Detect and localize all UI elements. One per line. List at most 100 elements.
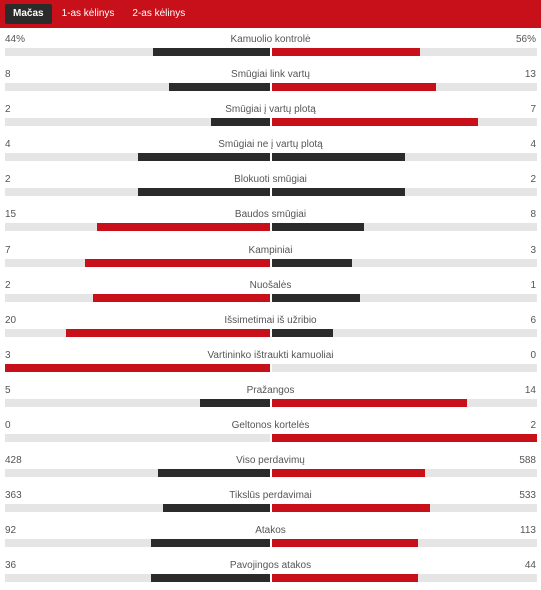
home-value: 363 (5, 490, 22, 502)
home-value: 44% (5, 34, 26, 45)
stat-name: Blokuoti smūgiai (234, 174, 307, 186)
home-bar-track (5, 504, 270, 513)
home-value: 36 (5, 560, 17, 572)
away-bar-track (272, 223, 537, 232)
stat-values: 92 Atakos 113 (0, 524, 541, 538)
stat-values: 2 Nuošalės 1 (0, 279, 541, 293)
away-value: 588 (519, 455, 536, 467)
stat-name: Atakos (255, 525, 286, 537)
stat-row: 4 Smūgiai ne į vartų plotą 4 (0, 133, 541, 168)
stat-values: 36 Pavojingos atakos 44 (0, 559, 541, 573)
home-bar-track (5, 83, 270, 92)
away-bar-fill (272, 469, 426, 478)
stat-values: 5 Pražangos 14 (0, 384, 541, 398)
home-value: 2 (5, 279, 11, 291)
away-bar-fill (272, 223, 365, 232)
away-value: 13 (524, 69, 536, 81)
stat-values: 4 Smūgiai ne į vartų plotą 4 (0, 138, 541, 152)
home-bar-track (5, 48, 270, 56)
away-bar-track (272, 398, 537, 407)
away-bar-fill (272, 153, 405, 162)
home-bar-fill (151, 539, 270, 548)
home-value: 3 (5, 349, 11, 361)
stat-values: 8 Smūgiai link vartų 13 (0, 68, 541, 82)
home-value: 8 (5, 69, 11, 81)
stat-row: 20 Išsimetimai iš užribio 6 (0, 309, 541, 344)
home-bar-fill (153, 48, 270, 56)
stat-name: Smūgiai į vartų plotą (225, 104, 316, 116)
home-value: 92 (5, 525, 17, 537)
stat-row: 0 Geltonos kortelės 2 (0, 414, 541, 449)
away-bar-track (272, 328, 537, 337)
home-bar-track (5, 363, 270, 372)
stat-values: 363 Tikslūs perdavimai 533 (0, 489, 541, 503)
home-bar-fill (169, 83, 270, 92)
stat-row: 15 Baudos smūgiai 8 (0, 203, 541, 238)
stat-row: 92 Atakos 113 (0, 519, 541, 554)
home-bar-fill (211, 118, 270, 127)
away-bar-fill (272, 188, 405, 197)
away-value: 3 (530, 244, 536, 256)
stat-values: 2 Blokuoti smūgiai 2 (0, 173, 541, 187)
stat-name: Išsimetimai iš užribio (224, 314, 317, 326)
away-bar-fill (272, 48, 421, 56)
home-bar-fill (150, 574, 270, 583)
home-value: 2 (5, 174, 11, 186)
tab-second-half[interactable]: 2-as kėlinys (132, 8, 186, 19)
away-bar-track (272, 539, 537, 548)
home-bar-track (5, 223, 270, 232)
home-bar-track (5, 574, 270, 583)
away-bar-track (272, 118, 537, 127)
home-bar-fill (93, 293, 270, 302)
home-bar-track (5, 469, 270, 478)
home-bar-fill (66, 328, 270, 337)
home-bar-track (5, 293, 270, 302)
away-bar-fill (272, 398, 468, 407)
stat-name: Tikslūs perdavimai (229, 490, 312, 502)
period-tabs: Mačas 1-as kėlinys 2-as kėlinys (0, 0, 541, 28)
home-bar-track (5, 153, 270, 162)
stats-list: 44% Kamuolio kontrolė 56% 8 Smūgiai link var… (0, 28, 541, 590)
stat-row: 3 Vartininko ištraukti kamuoliai 0 (0, 344, 541, 379)
away-bar-track (272, 83, 537, 92)
away-bar-fill (272, 258, 352, 267)
stat-row: 5 Pražangos 14 (0, 379, 541, 414)
stat-row: 2 Blokuoti smūgiai 2 (0, 168, 541, 203)
away-value: 14 (524, 384, 536, 396)
home-bar-track (5, 539, 270, 548)
tab-match[interactable]: Mačas (5, 4, 52, 24)
stat-name: Smūgiai ne į vartų plotą (218, 139, 323, 151)
away-value: 2 (530, 174, 536, 186)
away-bar-track (272, 188, 537, 197)
home-bar-fill (5, 363, 270, 372)
away-bar-fill (272, 328, 334, 337)
away-value: 4 (530, 139, 536, 151)
home-bar-track (5, 328, 270, 337)
stat-row: 428 Viso perdavimų 588 (0, 449, 541, 484)
home-bar-track (5, 258, 270, 267)
stat-values: 428 Viso perdavimų 588 (0, 454, 541, 468)
stat-values: 3 Vartininko ištraukti kamuoliai 0 (0, 349, 541, 363)
home-value: 2 (5, 104, 11, 116)
home-bar-fill (137, 188, 270, 197)
stat-values: 7 Kampiniai 3 (0, 244, 541, 258)
away-bar-track (272, 574, 537, 583)
home-bar-fill (84, 258, 270, 267)
tab-first-half[interactable]: 1-as kėlinys (61, 8, 115, 19)
away-value: 7 (530, 104, 536, 116)
stat-name: Pražangos (246, 384, 295, 396)
away-bar-track (272, 434, 537, 443)
away-value: 0 (530, 349, 536, 361)
away-value: 44 (524, 560, 536, 572)
away-value: 1 (530, 279, 536, 291)
away-bar-fill (272, 293, 361, 302)
away-bar-track (272, 293, 537, 302)
stat-row: 2 Nuošalės 1 (0, 274, 541, 309)
stat-values: 15 Baudos smūgiai 8 (0, 208, 541, 222)
home-value: 15 (5, 209, 17, 221)
home-value: 428 (5, 455, 22, 467)
stat-name: Kampiniai (248, 244, 293, 256)
stat-name: Vartininko ištraukti kamuoliai (207, 349, 334, 361)
home-bar-fill (137, 153, 270, 162)
home-bar-track (5, 118, 270, 127)
